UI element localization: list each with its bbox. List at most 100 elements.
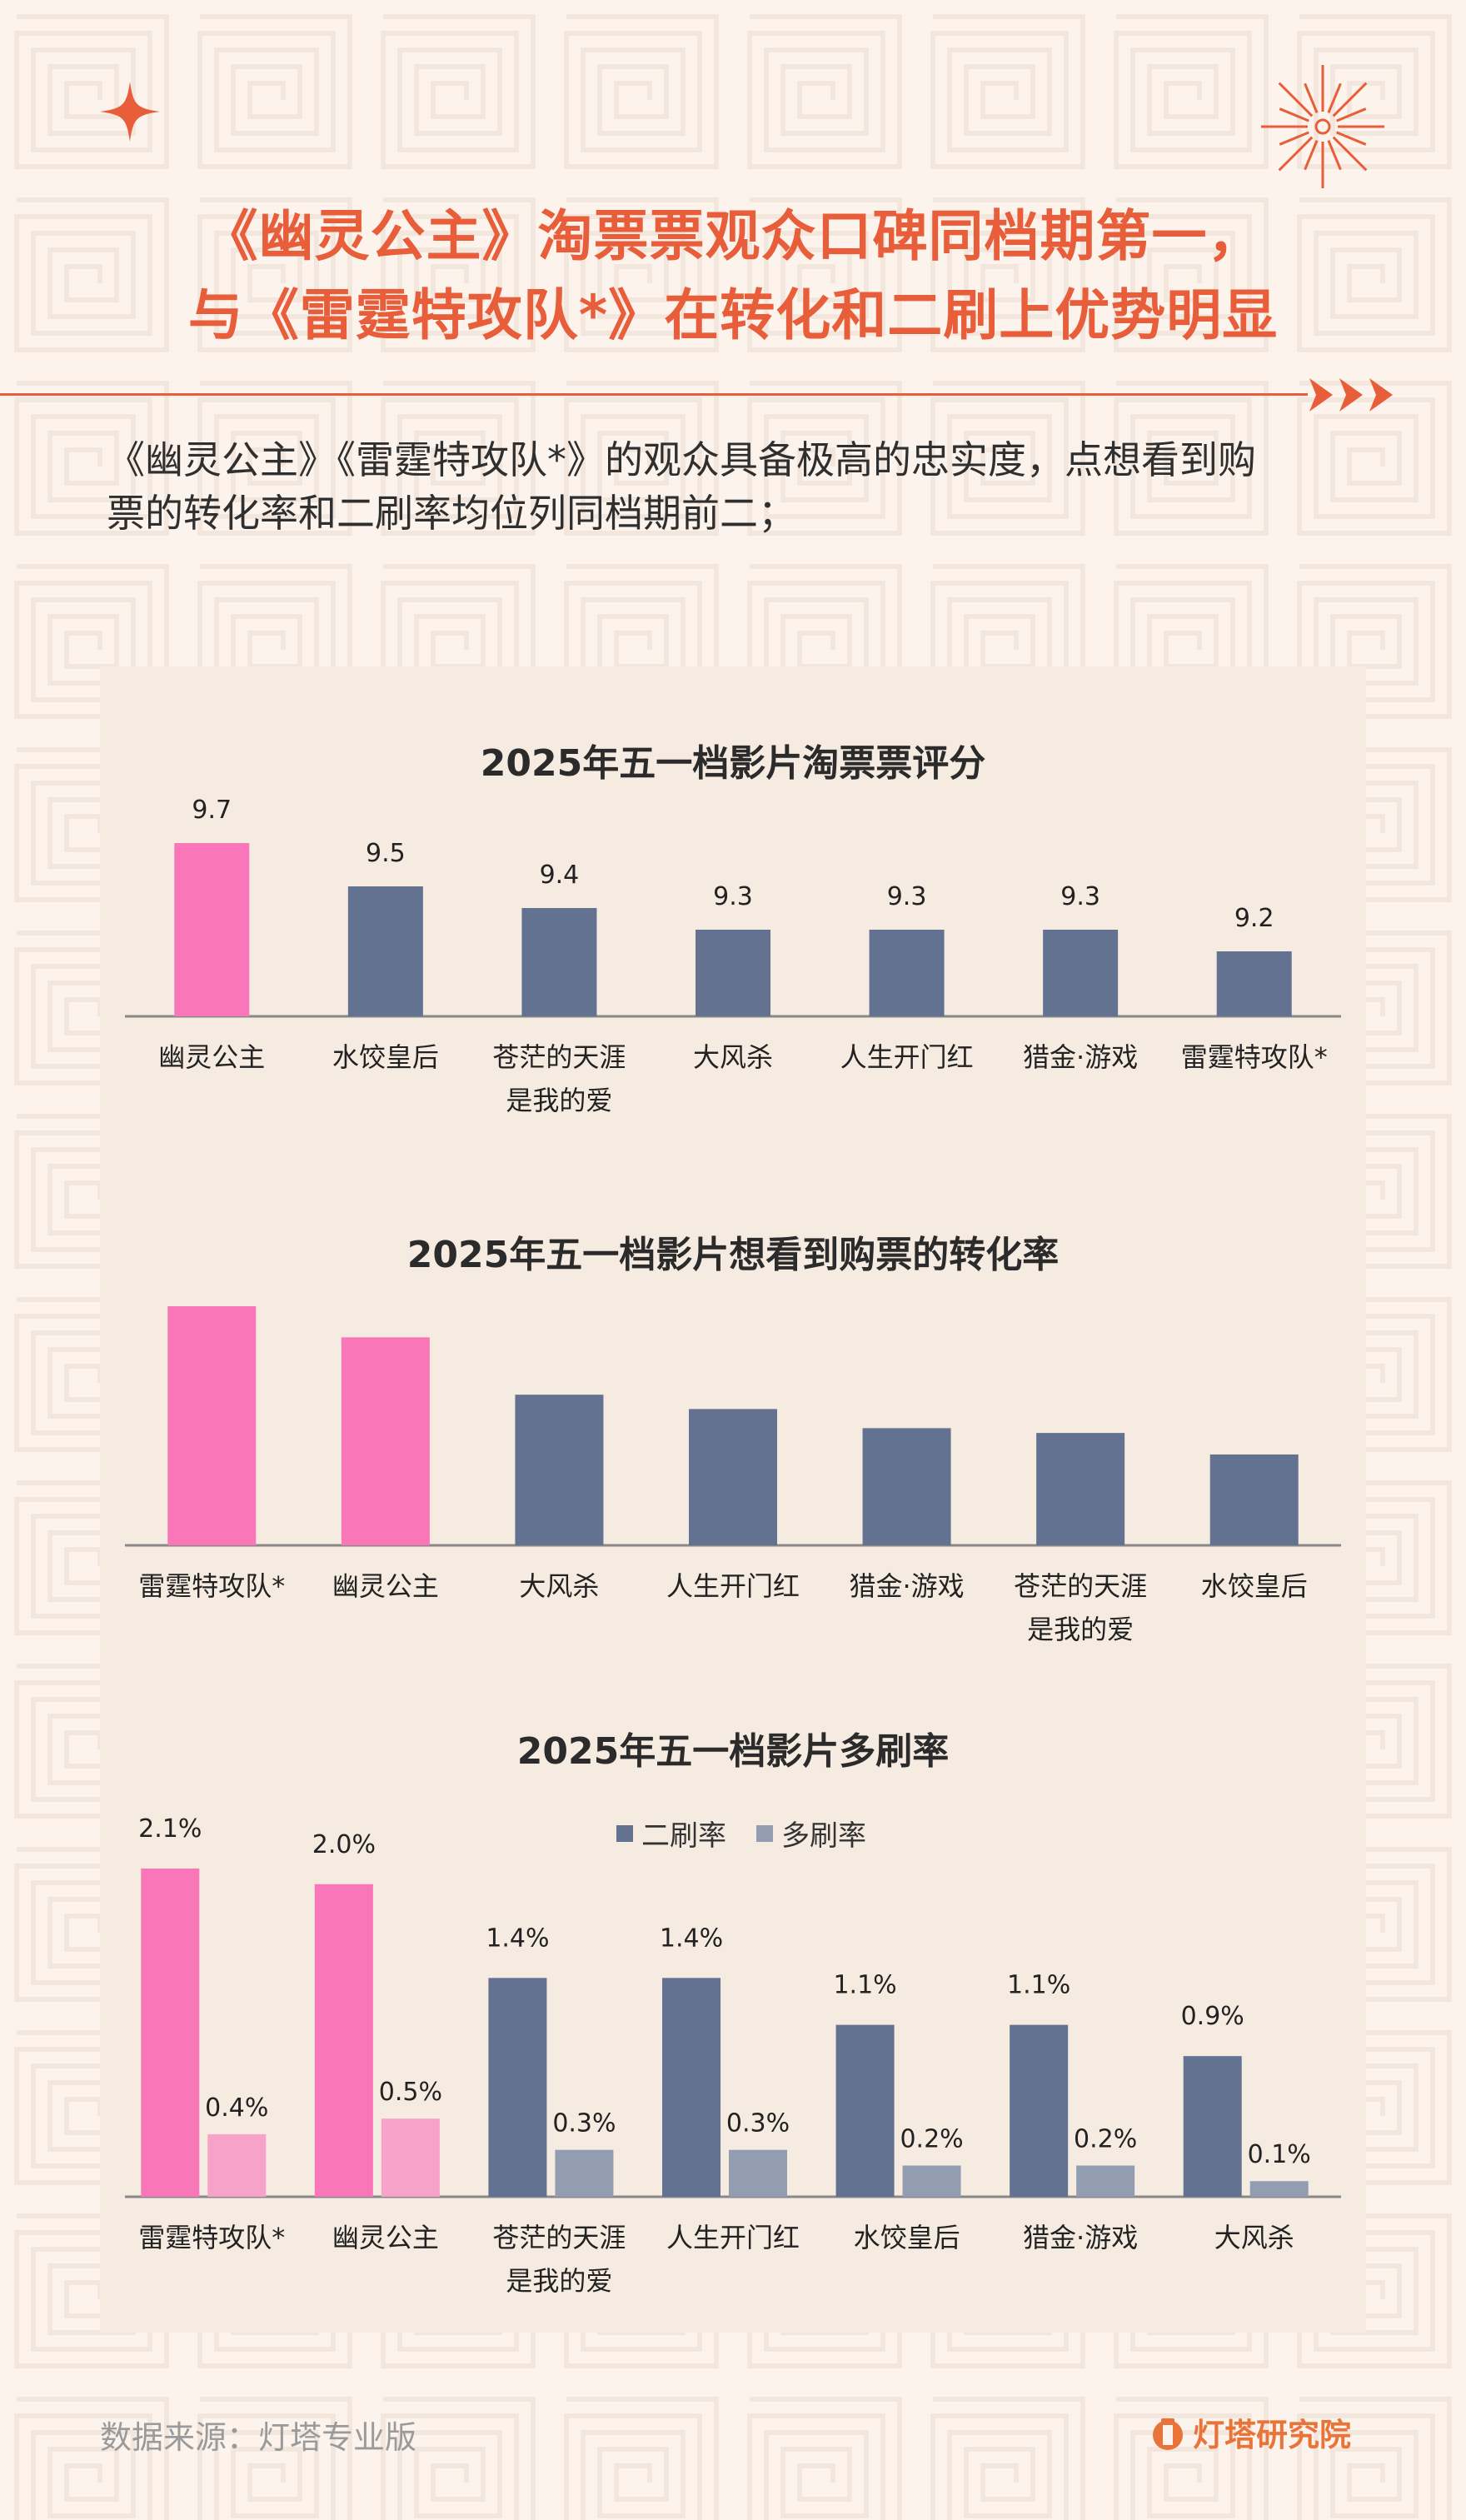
- chart-1-bar: [174, 843, 250, 1016]
- chart-3-tick-label: 水饺皇后: [854, 2222, 960, 2253]
- chart-1-bar: [869, 930, 945, 1016]
- chart-3-value-label-series-1: 1.4%: [660, 1924, 723, 1953]
- chart-1-value-label: 9.7: [192, 796, 232, 825]
- chart-3-title: 2025年五一档影片多刷率: [516, 1730, 950, 1773]
- chart-3-value-label-series-2: 0.3%: [552, 2109, 616, 2138]
- chart-3-bar-series-1: [1010, 2024, 1069, 2197]
- chart-3-tick-label: 苍茫的天涯: [492, 2222, 626, 2253]
- chart-2-tick-label: 水饺皇后: [1201, 1570, 1308, 1602]
- chart-3-legend: 二刷率 多刷率: [616, 1813, 866, 1854]
- sparkle-icon: [100, 82, 160, 142]
- chart-3-tick-label: 雷霆特攻队*: [138, 2222, 285, 2253]
- firework-ray: [1279, 131, 1309, 146]
- chart-1-bar: [1216, 951, 1292, 1016]
- firework-ray: [1279, 107, 1309, 122]
- chart-3-bar-series-2: [381, 2118, 440, 2197]
- chart-1-tick-label: 雷霆特攻队*: [1181, 1041, 1328, 1073]
- firework-ray: [1278, 136, 1314, 172]
- chart-2-bar: [689, 1409, 777, 1545]
- chart-1-tick-label: 是我的爱: [506, 1085, 612, 1116]
- title-divider: [0, 393, 1308, 396]
- chart-2-tick-label: 是我的爱: [1027, 1614, 1134, 1645]
- legend-swatch-series-2: [756, 1824, 773, 1842]
- page-title-line-2: 与《雷霆特攻队*》在转化和二刷上优势明显: [187, 283, 1279, 347]
- chart-1-value-label: 9.5: [366, 839, 406, 868]
- chart-1-bar: [696, 930, 770, 1016]
- chart-2-tick-label: 雷霆特攻队*: [138, 1570, 285, 1602]
- chart-3-tick-label: 猎金·游戏: [1023, 2222, 1138, 2253]
- chart-3-value-label-series-2: 0.2%: [1074, 2124, 1137, 2153]
- chart-3-bar-series-1: [835, 2024, 895, 2197]
- chart-2-tick-label: 大风杀: [519, 1570, 599, 1602]
- chart-2-bar: [1036, 1433, 1125, 1545]
- firework-ray: [1278, 82, 1314, 117]
- chart-1-tick-label: 水饺皇后: [332, 1041, 439, 1073]
- lighthouse-logo-icon: [1153, 2418, 1183, 2450]
- intro-line-2: 票的转化率和二刷率均位列同档期前二；: [107, 491, 796, 536]
- chart-2-bar: [167, 1306, 257, 1545]
- legend-swatch-series-1: [616, 1824, 633, 1842]
- firework-ray: [1304, 140, 1319, 171]
- firework-icon: [1261, 65, 1384, 188]
- chart-1-value-label: 9.3: [713, 882, 753, 911]
- chart-1-bar: [347, 886, 423, 1016]
- chart-1-bar: [1043, 930, 1119, 1016]
- chart-3-tick-label: 大风杀: [1214, 2222, 1294, 2253]
- chart-3-value-label-series-2: 0.1%: [1248, 2140, 1311, 2169]
- chart-2-tick-label: 幽灵公主: [332, 1570, 439, 1602]
- chart-3-value-label-series-2: 0.2%: [900, 2124, 963, 2153]
- chart-1-value-label: 9.3: [887, 882, 927, 911]
- chart-3-bar-series-2: [207, 2133, 267, 2197]
- data-source: 数据来源：灯塔专业版: [100, 2419, 417, 2456]
- legend-item-series-1: 二刷率: [616, 1813, 726, 1854]
- chart-3-value-label-series-2: 0.4%: [205, 2093, 268, 2123]
- chart-3-bar-series-1: [314, 1884, 373, 2197]
- chart-1-value-label: 9.3: [1060, 882, 1100, 911]
- chart-3-tick-label: 幽灵公主: [332, 2222, 439, 2253]
- intro-text: 《幽灵公主》《雷霆特攻队*》的观众具备极高的忠实度，点想看到购 票的转化率和二刷…: [107, 433, 1356, 540]
- chart-2-bar: [862, 1428, 951, 1545]
- chart-3-tick-label: 人生开门红: [666, 2222, 800, 2253]
- chart-2-tick-label: 猎金·游戏: [849, 1570, 964, 1602]
- chart-3-bar-series-2: [555, 2149, 614, 2197]
- legend-label-series-2: 多刷率: [781, 1819, 866, 1853]
- firework-ray: [1327, 82, 1342, 113]
- chart-2-bar: [341, 1337, 430, 1545]
- intro-line-1: 《幽灵公主》《雷霆特攻队*》的观众具备极高的忠实度，点想看到购: [107, 437, 1256, 482]
- chart-3-bar-series-2: [902, 2165, 961, 2197]
- chart-3-value-label-series-2: 0.5%: [379, 2078, 442, 2107]
- legend-item-series-2: 多刷率: [756, 1813, 866, 1854]
- chart-2-tick-label: 人生开门红: [666, 1570, 800, 1602]
- chart-3-bar-series-2: [1076, 2165, 1135, 2197]
- chart-3-value-label-series-1: 1.4%: [486, 1924, 549, 1953]
- firework-ray: [1336, 107, 1367, 122]
- chart-3-value-label-series-1: 1.1%: [1007, 1971, 1070, 2000]
- chart-1-value-label: 9.2: [1234, 904, 1274, 933]
- chart-1-tick-label: 猎金·游戏: [1023, 1041, 1138, 1073]
- chart-3-bar-series-1: [488, 1978, 547, 2197]
- chart-2-bar: [515, 1395, 604, 1545]
- chart-3-bar-series-1: [141, 1869, 200, 2197]
- triple-arrow-icon: [1309, 378, 1393, 412]
- firework-ray: [1304, 82, 1319, 113]
- chart-2-tick-label: 苍茫的天涯: [1014, 1570, 1147, 1602]
- chart-1-title: 2025年五一档影片淘票票评分: [480, 742, 986, 785]
- chart-3-value-label-series-2: 0.3%: [726, 2109, 790, 2138]
- chart-2-title: 2025年五一档影片想看到购票的转化率: [406, 1234, 1060, 1276]
- page-title-line-1: 《幽灵公主》淘票票观众口碑同档期第一，: [202, 204, 1264, 268]
- chart-1-tick-label: 人生开门红: [840, 1041, 974, 1073]
- chart-3-bar-series-1: [662, 1978, 721, 2197]
- brand-logo: 灯塔研究院: [1149, 2409, 1351, 2455]
- chart-3-value-label-series-1: 2.0%: [312, 1830, 376, 1859]
- chart-1-tick-label: 幽灵公主: [158, 1041, 265, 1073]
- chart-3-bar-series-2: [1249, 2181, 1309, 2197]
- firework-center: [1314, 118, 1331, 135]
- chart-1-value-label: 9.4: [540, 861, 580, 890]
- firework-ray: [1332, 82, 1368, 117]
- chart-1-tick-label: 苍茫的天涯: [492, 1041, 626, 1073]
- chart-2-bar: [1209, 1454, 1299, 1545]
- legend-label-series-1: 二刷率: [641, 1819, 726, 1853]
- chart-3-value-label-series-1: 1.1%: [833, 1971, 896, 2000]
- chart-1-bar: [521, 908, 597, 1016]
- brand-name: 灯塔研究院: [1193, 2417, 1352, 2453]
